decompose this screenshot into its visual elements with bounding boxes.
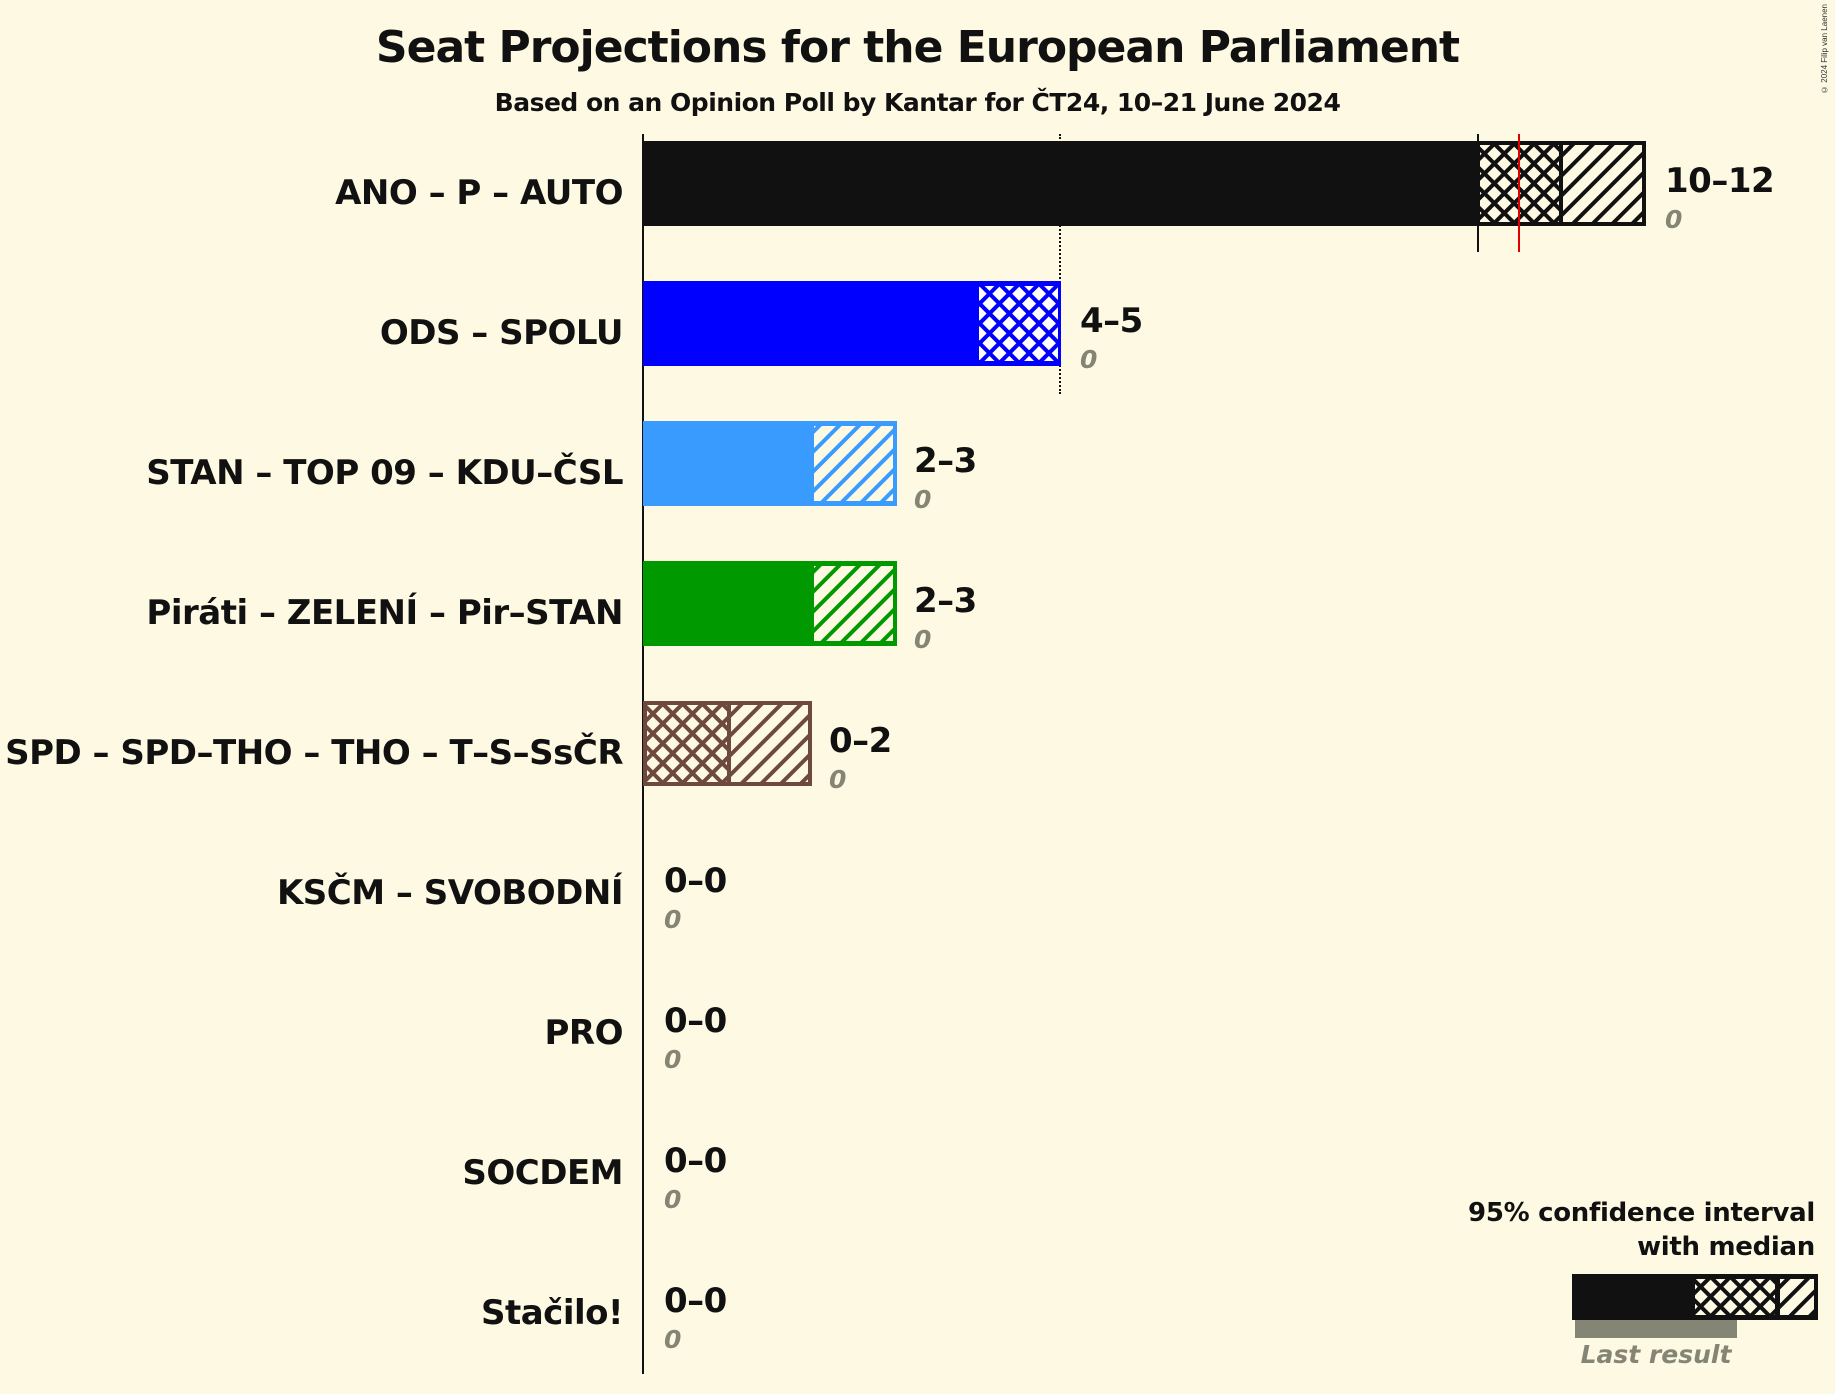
- legend-swatch: [1572, 1274, 1818, 1320]
- last-result: 0: [914, 625, 932, 654]
- last-result: 0: [829, 765, 847, 794]
- seat-range: 0–0: [664, 1141, 727, 1181]
- bar-ano: [643, 141, 1646, 226]
- ci-low-tick: [1477, 134, 1479, 252]
- seat-range: 0–0: [664, 1281, 727, 1321]
- party-label: Stačilo!: [480, 1293, 624, 1333]
- seat-range: 0–2: [829, 721, 892, 761]
- last-result: 0: [1080, 345, 1098, 374]
- bar-pirati: [643, 561, 897, 646]
- last-result: 0: [1665, 205, 1683, 234]
- last-result: 0: [664, 905, 682, 934]
- seat-range: 0–0: [664, 861, 727, 901]
- chart-title: Seat Projections for the European Parlia…: [375, 22, 1460, 73]
- chart-subtitle: Based on an Opinion Poll by Kantar for Č…: [494, 88, 1341, 117]
- legend-title: 95% confidence interval with median: [1468, 1198, 1815, 1262]
- bar-ods: [643, 281, 1061, 366]
- party-label: ODS – SPOLU: [379, 313, 624, 353]
- party-label: STAN – TOP 09 – KDU–ČSL: [146, 453, 623, 493]
- party-label: SOCDEM: [462, 1153, 623, 1193]
- reference-line-5-seats: [1059, 134, 1061, 394]
- party-label: PRO: [544, 1013, 623, 1053]
- seat-range: 0–0: [664, 1001, 727, 1041]
- bar-stan: [643, 421, 897, 506]
- party-label: Piráti – ZELENÍ – Pir–STAN: [146, 593, 623, 633]
- legend-last-result-label: Last result: [1580, 1340, 1732, 1369]
- last-result: 0: [914, 485, 932, 514]
- seat-range: 4–5: [1080, 301, 1143, 341]
- seat-range: 2–3: [914, 581, 977, 621]
- seat-range: 10–12: [1665, 161, 1775, 201]
- party-label: KSČM – SVOBODNÍ: [276, 873, 624, 913]
- legend-last-result-swatch: [1575, 1320, 1737, 1338]
- median-marker: [1518, 134, 1520, 252]
- seat-range: 2–3: [914, 441, 977, 481]
- party-label: SPD – SPD–THO – THO – T–S–SsČR: [5, 733, 623, 773]
- copyright-notice: © 2024 Filip van Laenen: [1820, 4, 1829, 94]
- last-result: 0: [664, 1185, 682, 1214]
- bar-spd: [643, 701, 812, 786]
- last-result: 0: [664, 1325, 682, 1354]
- party-label: ANO – P – AUTO: [335, 173, 623, 213]
- last-result: 0: [664, 1045, 682, 1074]
